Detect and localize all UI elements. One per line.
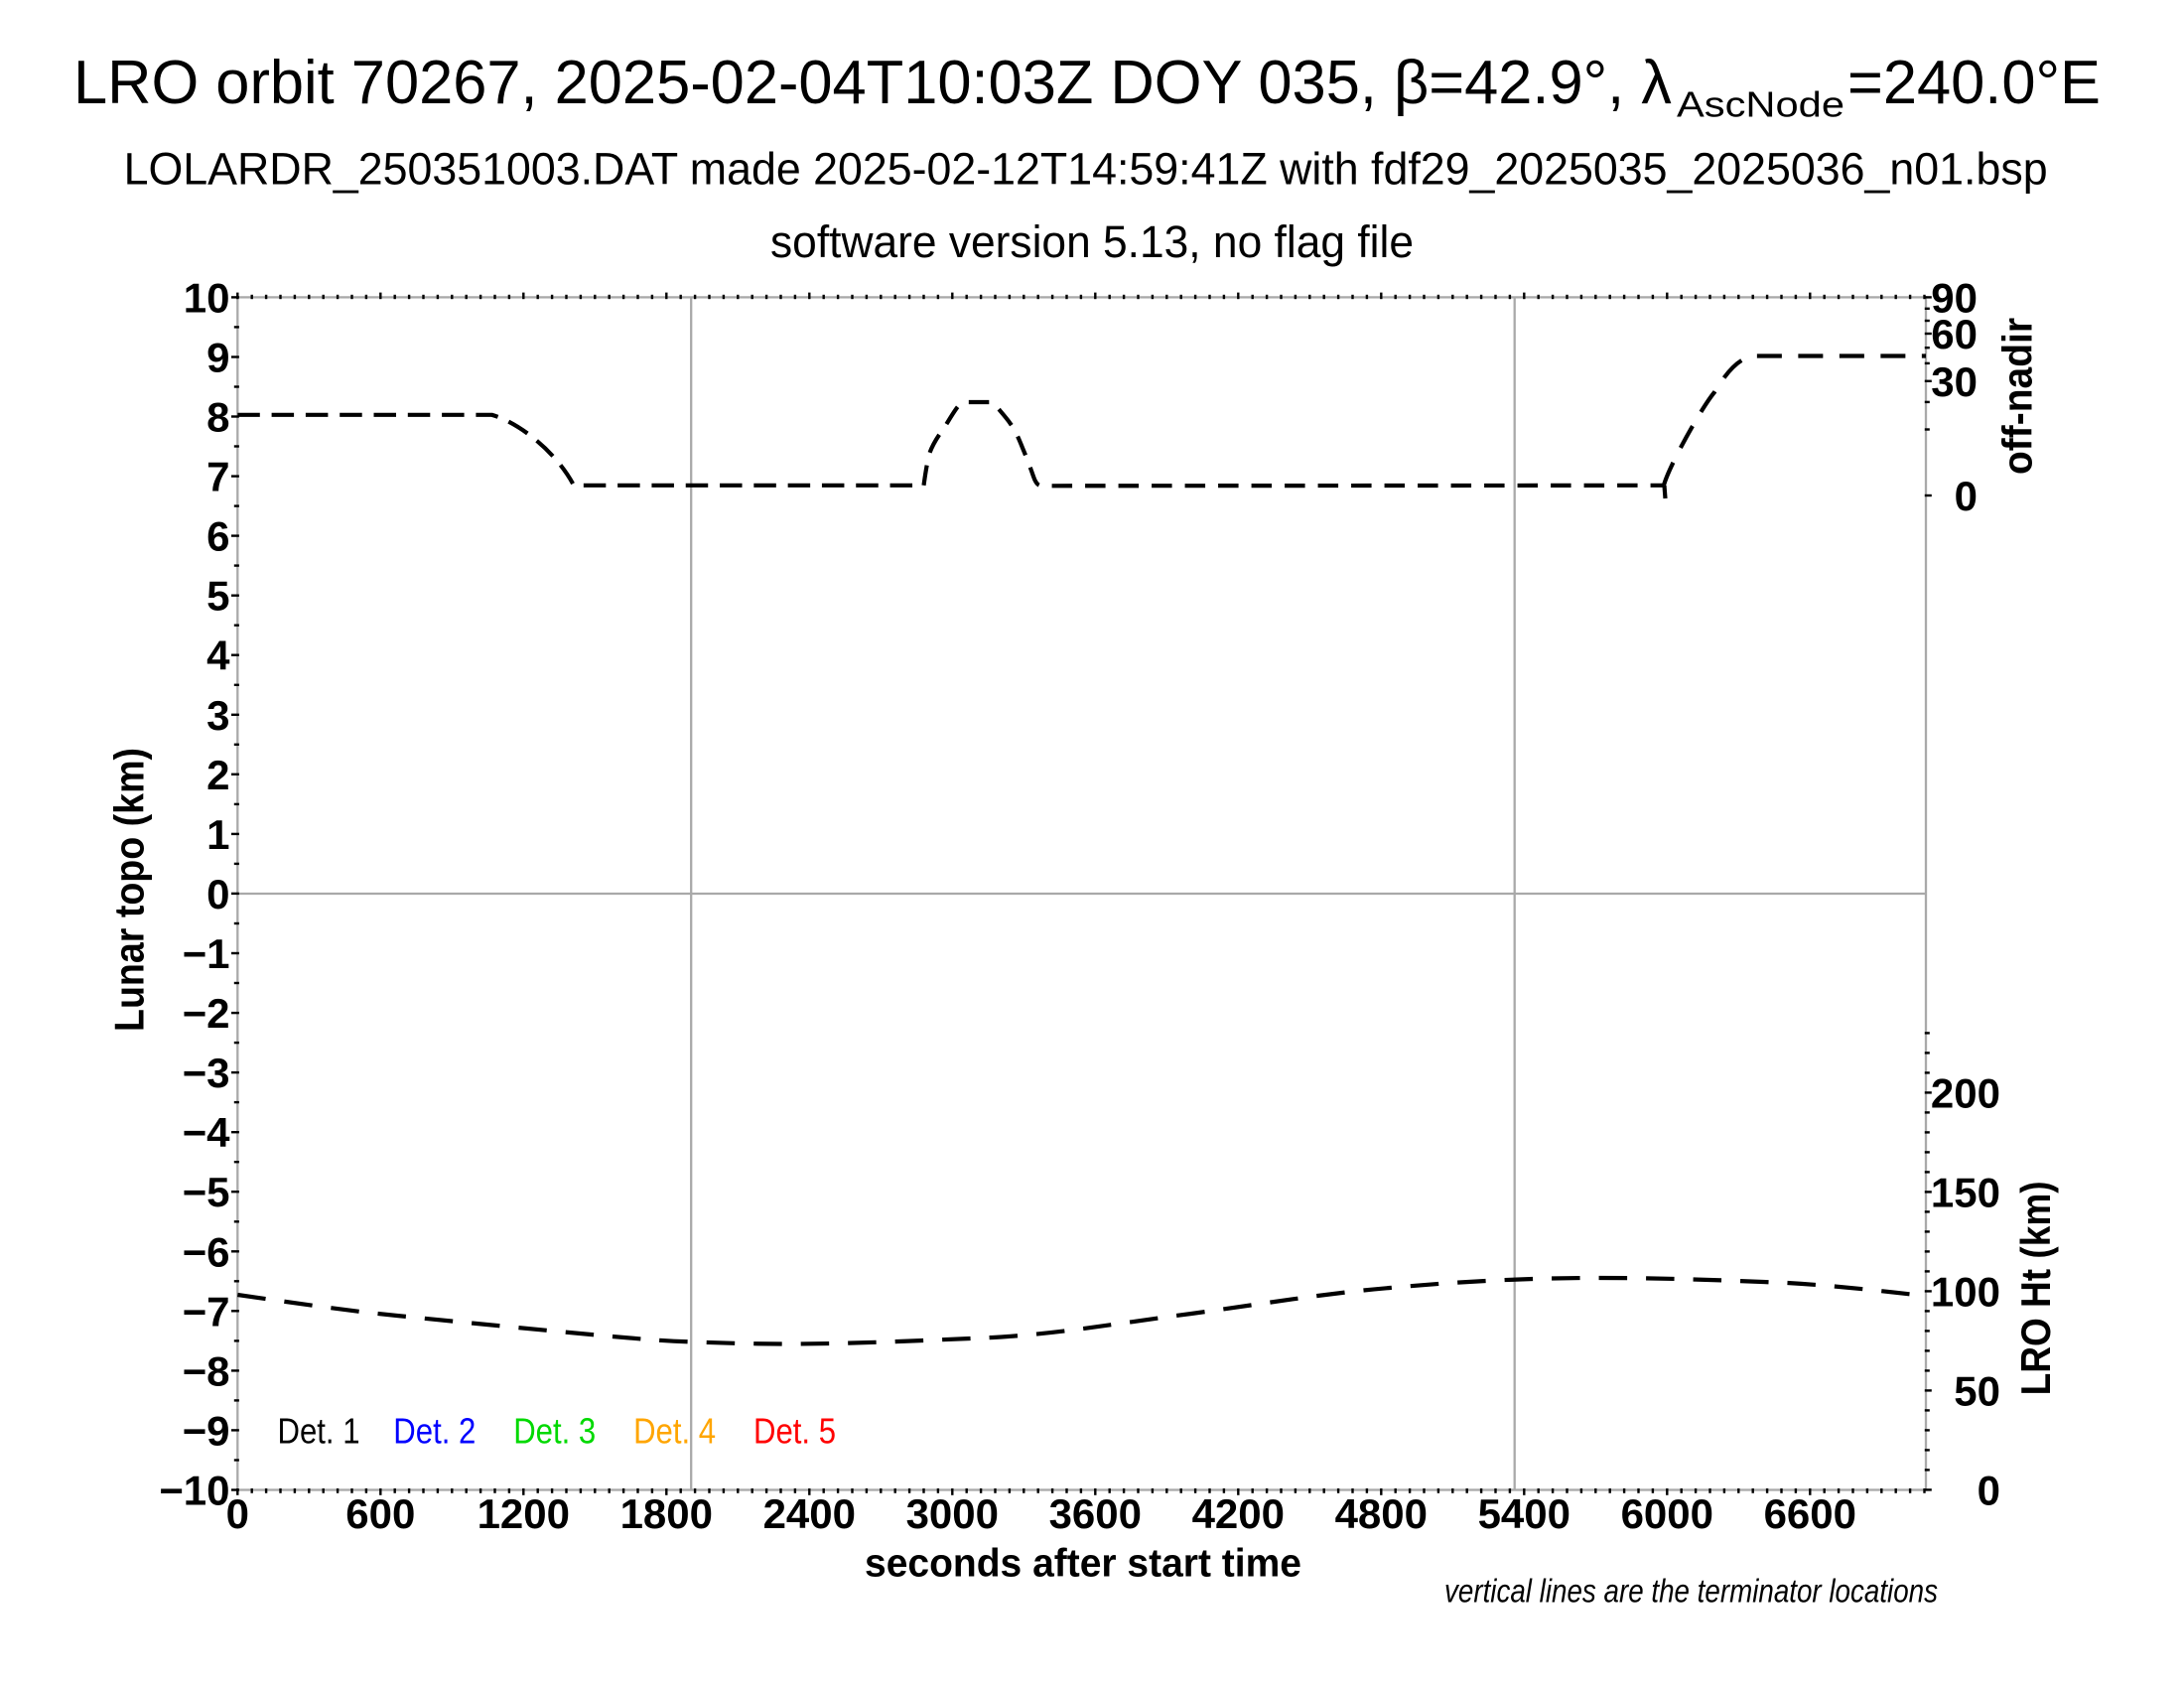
svg-text:off-nadir: off-nadir [1994, 318, 2041, 475]
svg-text:2400: 2400 [763, 1490, 856, 1537]
svg-text:1200: 1200 [478, 1490, 570, 1537]
svg-text:5: 5 [206, 573, 229, 620]
svg-text:4800: 4800 [1335, 1490, 1428, 1537]
svg-text:8: 8 [206, 394, 229, 441]
svg-text:4200: 4200 [1192, 1490, 1285, 1537]
svg-text:Det. 1: Det. 1 [278, 1411, 360, 1452]
svg-text:Det. 4: Det. 4 [633, 1411, 716, 1452]
svg-text:6600: 6600 [1764, 1490, 1856, 1537]
svg-text:4: 4 [206, 633, 230, 679]
svg-text:3000: 3000 [906, 1490, 999, 1537]
svg-text:0: 0 [226, 1490, 249, 1537]
svg-text:6000: 6000 [1621, 1490, 1713, 1537]
svg-text:3600: 3600 [1049, 1490, 1142, 1537]
svg-text:software version 5.13, no flag: software version 5.13, no flag file [770, 216, 1414, 267]
svg-text:Det. 2: Det. 2 [393, 1411, 476, 1452]
svg-text:−9: −9 [183, 1407, 230, 1454]
svg-text:Det. 3: Det. 3 [513, 1411, 596, 1452]
svg-text:−2: −2 [183, 990, 230, 1037]
svg-text:vertical lines are the termina: vertical lines are the terminator locati… [1444, 1573, 1938, 1610]
svg-text:LOLARDR_250351003.DAT made 202: LOLARDR_250351003.DAT made 2025-02-12T14… [124, 143, 2048, 194]
svg-text:−10: −10 [159, 1468, 229, 1514]
svg-text:5400: 5400 [1478, 1490, 1570, 1537]
svg-text:50: 50 [1954, 1367, 2000, 1414]
svg-text:0: 0 [206, 871, 229, 917]
svg-text:9: 9 [206, 335, 229, 381]
svg-text:2: 2 [206, 752, 229, 798]
svg-text:−1: −1 [183, 930, 230, 977]
svg-text:−8: −8 [183, 1347, 230, 1394]
svg-text:100: 100 [1931, 1268, 2000, 1315]
svg-text:10: 10 [184, 274, 230, 321]
svg-text:AscNode: AscNode [1677, 84, 1844, 125]
svg-text:1: 1 [206, 811, 229, 858]
svg-text:LRO orbit 70267, 2025-02-04T10: LRO orbit 70267, 2025-02-04T10:03Z DOY 0… [73, 49, 1672, 117]
svg-text:−6: −6 [183, 1228, 230, 1275]
svg-text:60: 60 [1931, 311, 1978, 357]
svg-text:0: 0 [1978, 1467, 2000, 1513]
svg-text:150: 150 [1931, 1169, 2000, 1215]
svg-text:−5: −5 [183, 1169, 230, 1215]
svg-text:1800: 1800 [620, 1490, 713, 1537]
svg-text:LRO Ht (km): LRO Ht (km) [2012, 1181, 2059, 1395]
svg-text:=240.0°E: =240.0°E [1847, 49, 2101, 117]
svg-text:6: 6 [206, 513, 229, 560]
svg-text:200: 200 [1931, 1069, 2000, 1116]
svg-text:3: 3 [206, 692, 229, 739]
svg-text:30: 30 [1931, 358, 1978, 405]
svg-text:7: 7 [206, 454, 229, 500]
svg-text:0: 0 [1955, 473, 1978, 519]
svg-text:−7: −7 [183, 1288, 230, 1335]
svg-text:seconds after start time: seconds after start time [865, 1542, 1301, 1586]
svg-text:Lunar topo (km): Lunar topo (km) [106, 748, 153, 1032]
svg-text:600: 600 [345, 1490, 415, 1537]
svg-text:−4: −4 [183, 1109, 231, 1156]
svg-text:−3: −3 [183, 1050, 230, 1096]
svg-text:Det. 5: Det. 5 [753, 1411, 836, 1452]
svg-text:90: 90 [1931, 274, 1978, 321]
